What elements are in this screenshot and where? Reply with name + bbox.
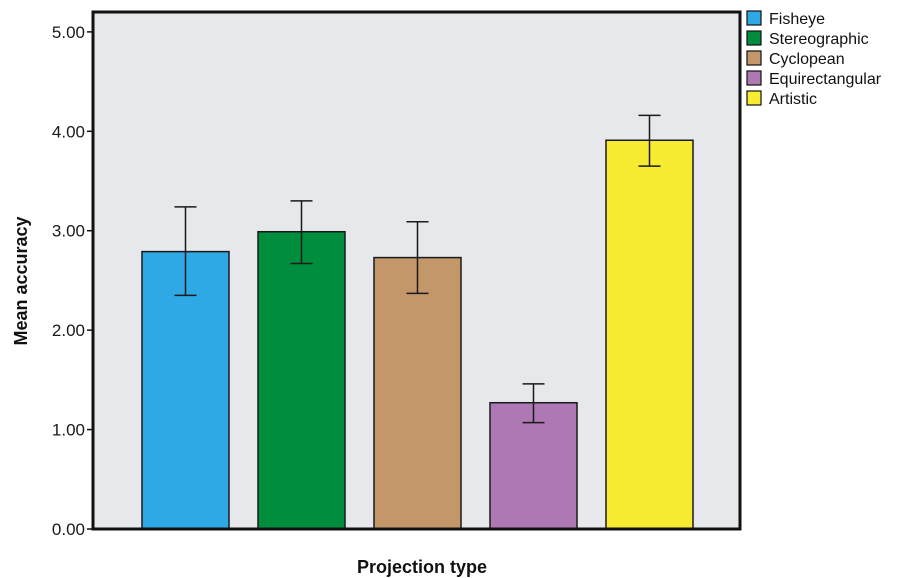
bar-artistic	[605, 139, 694, 530]
legend-label-equirectangular: Equirectangular	[769, 71, 882, 88]
legend-label-cyclopean: Cyclopean	[769, 51, 845, 68]
legend-label-stereographic: Stereographic	[769, 31, 869, 48]
x-axis-title: Projection type	[357, 557, 487, 577]
y-tick-label: 0.00	[52, 520, 85, 539]
bar-cyclopean	[373, 256, 462, 530]
legend-swatch-cyclopean	[746, 50, 762, 66]
legend-swatch-artistic	[746, 90, 762, 106]
legend: Fisheye Stereographic Cyclopean Equirectang…	[746, 10, 882, 108]
y-axis-title: Mean accuracy	[11, 216, 31, 345]
bar-stereographic	[257, 230, 346, 530]
y-tick-label: 1.00	[52, 421, 85, 440]
legend-swatch-stereographic	[746, 30, 762, 46]
legend-swatch-equirectangular	[746, 70, 762, 86]
legend-swatch-fisheye	[746, 10, 762, 26]
y-tick-label: 5.00	[52, 23, 85, 42]
y-tick-label: 4.00	[52, 122, 85, 141]
y-axis: 0.00 1.00 2.00 3.00 4.00 5.00	[52, 23, 93, 539]
bars-group	[141, 139, 694, 530]
y-tick-label: 2.00	[52, 321, 85, 340]
plot-frame	[91, 10, 742, 531]
error-bars-group	[174, 114, 661, 424]
legend-label-fisheye: Fisheye	[769, 11, 825, 28]
y-tick-label: 3.00	[52, 222, 85, 241]
legend-label-artistic: Artistic	[769, 91, 817, 108]
bar-fisheye	[141, 250, 230, 530]
